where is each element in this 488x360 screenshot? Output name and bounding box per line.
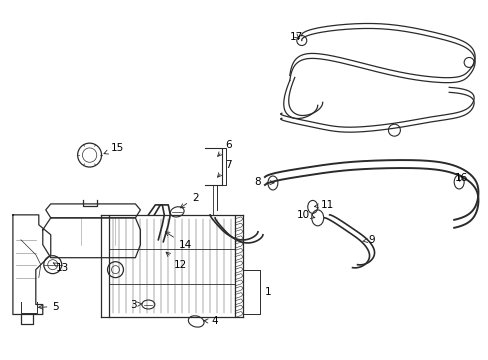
Text: 9: 9 (362, 235, 374, 245)
Text: 8: 8 (254, 177, 274, 187)
Text: 11: 11 (314, 200, 334, 210)
Text: 10: 10 (297, 210, 314, 220)
Bar (108, 215, 235, 318)
Text: 6: 6 (217, 140, 231, 156)
Text: 13: 13 (53, 263, 69, 273)
Text: 4: 4 (203, 316, 218, 327)
Text: 2: 2 (180, 193, 198, 208)
Text: 16: 16 (454, 173, 467, 183)
Text: 14: 14 (165, 232, 191, 250)
Text: 12: 12 (166, 252, 186, 270)
Text: 15: 15 (104, 143, 124, 154)
Text: 17: 17 (289, 32, 303, 41)
Text: 5: 5 (39, 302, 59, 311)
Text: 1: 1 (264, 287, 271, 297)
Text: 7: 7 (217, 160, 231, 177)
Text: 3: 3 (130, 300, 142, 310)
